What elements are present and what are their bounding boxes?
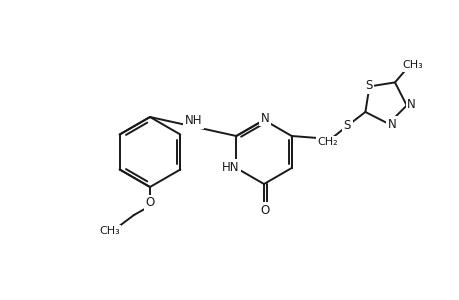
Text: HN: HN	[221, 160, 239, 173]
Text: NH: NH	[184, 114, 202, 127]
Text: CH₃: CH₃	[402, 60, 422, 70]
Text: N: N	[260, 112, 269, 124]
Text: S: S	[343, 119, 350, 133]
Text: O: O	[145, 196, 154, 209]
Text: N: N	[387, 118, 396, 131]
Text: CH₂: CH₂	[316, 137, 337, 147]
Text: N: N	[407, 98, 415, 111]
Text: O: O	[260, 203, 269, 217]
Text: S: S	[364, 79, 371, 92]
Text: CH₃: CH₃	[100, 226, 120, 236]
